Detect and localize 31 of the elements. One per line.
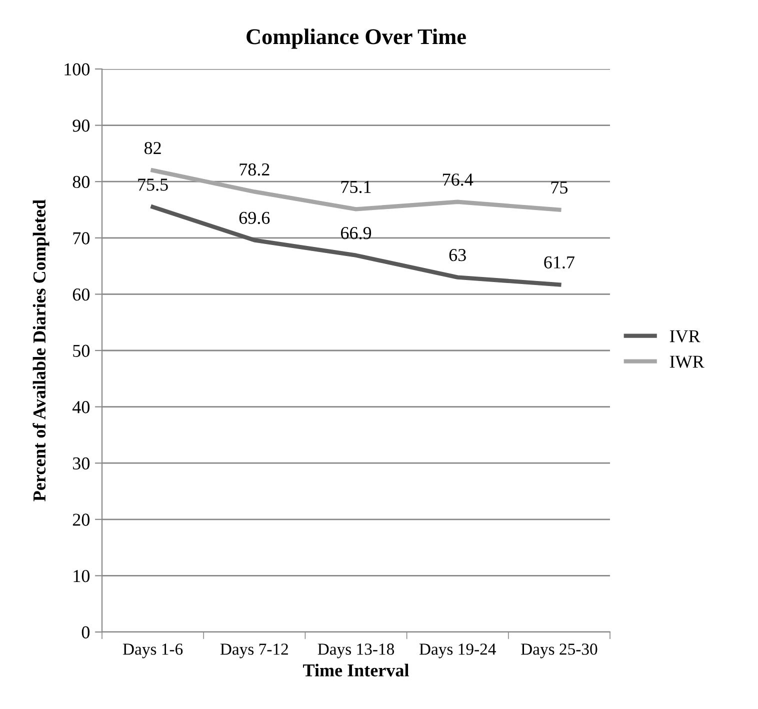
y-tick-label: 50 (73, 344, 90, 357)
data-label: 63 (449, 249, 466, 262)
x-tick-label: Days 1-6 (122, 644, 183, 658)
data-label: 76.4 (442, 174, 474, 186)
y-tick-label: 0 (82, 626, 90, 638)
data-label: 75 (551, 182, 568, 194)
legend-label: IWR (670, 356, 704, 368)
y-tick-label: 100 (64, 63, 90, 76)
x-axis-title: Time Interval (303, 664, 409, 676)
y-tick-label: 10 (74, 570, 90, 582)
y-tick-label: 20 (72, 514, 90, 526)
y-tick-label: 40 (72, 401, 90, 414)
x-tick-label: Days 13-18 (318, 644, 394, 658)
x-tick-label: Days 7-12 (220, 644, 288, 658)
data-label: 61.7 (544, 256, 574, 269)
y-tick-label: 30 (73, 457, 90, 470)
data-label: 82 (144, 142, 161, 154)
data-label: 78.2 (240, 163, 270, 176)
x-tick-label: Days 25-30 (521, 644, 598, 658)
data-label: 69.6 (239, 212, 270, 224)
data-label: 66.9 (340, 227, 372, 240)
y-tick-label: 70 (73, 232, 90, 244)
y-tick-label: 60 (72, 288, 90, 301)
y-tick-label: 80 (72, 176, 90, 188)
data-label: 75.1 (341, 180, 371, 194)
x-tick-label: Days 19-24 (419, 644, 496, 658)
y-tick-label: 90 (72, 120, 90, 132)
chart-title: Compliance Over Time (246, 28, 466, 49)
y-axis-title: Percent of Available Diaries Completed (32, 200, 50, 502)
legend-label: IVR (670, 330, 700, 342)
data-label: 75.5 (138, 178, 168, 191)
